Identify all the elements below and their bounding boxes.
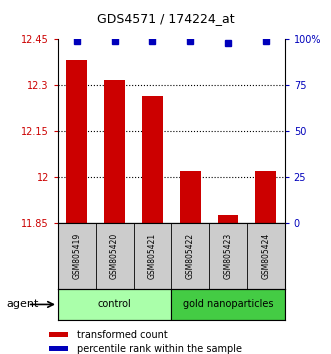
Text: GSM805419: GSM805419 xyxy=(72,233,81,279)
Bar xyxy=(58,289,171,320)
Text: GDS4571 / 174224_at: GDS4571 / 174224_at xyxy=(97,12,234,25)
Bar xyxy=(104,80,125,223)
Text: percentile rank within the sample: percentile rank within the sample xyxy=(77,344,242,354)
Text: GSM805424: GSM805424 xyxy=(261,233,270,279)
Bar xyxy=(67,61,87,223)
Text: GSM805423: GSM805423 xyxy=(223,233,232,279)
Bar xyxy=(171,289,285,320)
Bar xyxy=(256,171,276,223)
Text: GSM805420: GSM805420 xyxy=(110,233,119,279)
Text: gold nanoparticles: gold nanoparticles xyxy=(183,299,273,309)
Bar xyxy=(49,332,69,337)
Bar xyxy=(49,346,69,351)
Bar xyxy=(180,171,201,223)
Bar xyxy=(217,215,238,223)
Text: GSM805422: GSM805422 xyxy=(186,233,195,279)
Bar xyxy=(142,96,163,223)
Text: control: control xyxy=(98,299,131,309)
Text: GSM805421: GSM805421 xyxy=(148,233,157,279)
Text: agent: agent xyxy=(7,299,39,309)
Text: transformed count: transformed count xyxy=(77,330,167,340)
